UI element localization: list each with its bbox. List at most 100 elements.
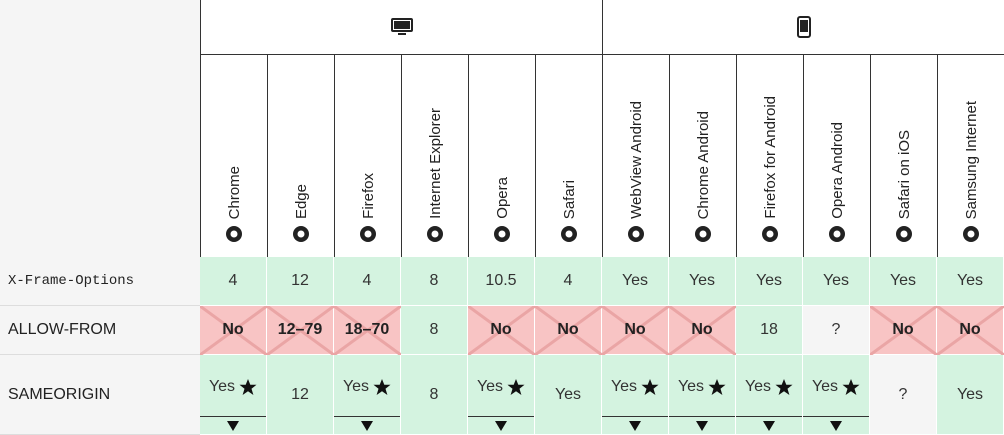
- support-text: No: [222, 321, 244, 338]
- no-cross: [669, 306, 736, 355]
- cell-content: Yes: [823, 272, 849, 290]
- cell-content: 8: [430, 272, 439, 290]
- note-star: [842, 378, 860, 395]
- cell-content: Yes: [812, 378, 860, 396]
- toggle-arrow: [830, 420, 842, 431]
- note-star: [373, 378, 391, 395]
- browser-icon: [561, 226, 577, 242]
- browser-header: Chrome: [200, 55, 267, 257]
- toggle-arrow: [227, 420, 239, 431]
- no-cross: [468, 306, 535, 355]
- expand-toggle[interactable]: [602, 416, 668, 434]
- toggle-arrow: [763, 420, 775, 431]
- browser-icon: [427, 226, 443, 242]
- cell-content: Yes: [678, 378, 726, 396]
- support-cell: Yes: [535, 355, 602, 435]
- support-cell: Yes: [669, 257, 736, 306]
- browser-icon: [628, 226, 644, 242]
- support-cell: Yes: [803, 355, 870, 435]
- support-text: Yes: [476, 377, 504, 395]
- cell-content: Yes: [209, 378, 257, 396]
- support-text: ?: [898, 385, 908, 403]
- support-cell: 4: [200, 257, 267, 306]
- support-text: 8: [429, 272, 439, 289]
- mobile-icon: [796, 16, 811, 38]
- support-cell: No: [870, 306, 937, 355]
- browser-name: Opera: [493, 177, 511, 219]
- browser-icon: [494, 226, 510, 242]
- toggle-arrow: [696, 420, 708, 431]
- browser-name: Chrome: [225, 165, 243, 219]
- cell-content: Yes: [689, 272, 715, 290]
- support-text: 4: [563, 272, 573, 289]
- cell-content: 4: [229, 272, 238, 290]
- cell-content: 12: [291, 386, 309, 404]
- feature-name: SAMEORIGIN: [0, 355, 200, 435]
- no-cross: [870, 306, 937, 355]
- cell-content: 8: [430, 321, 439, 339]
- support-cell: 4: [535, 257, 602, 306]
- support-text: No: [892, 321, 914, 338]
- support-cell: Yes: [334, 355, 401, 435]
- browser-header: Internet Explorer: [401, 55, 468, 257]
- cell-content: No: [624, 321, 645, 339]
- no-cross: [334, 306, 401, 355]
- mobile-group: [602, 0, 1004, 55]
- support-text: No: [624, 321, 646, 338]
- desktop-group: [200, 0, 602, 55]
- browser-icon: [360, 226, 376, 242]
- cell-content: Yes: [957, 386, 983, 404]
- support-cell: No: [468, 306, 535, 355]
- cell-content: Yes: [555, 386, 581, 404]
- browser-header: Chrome Android: [669, 55, 736, 257]
- cell-content: No: [490, 321, 511, 339]
- browser-icon: [963, 226, 979, 242]
- cell-content: ?: [832, 321, 841, 339]
- support-text: 8: [429, 385, 439, 403]
- support-cell: 12: [267, 355, 334, 435]
- expand-toggle[interactable]: [803, 416, 869, 434]
- support-cell: 8: [401, 257, 468, 306]
- cell-content: 10.5: [485, 272, 516, 290]
- cell-content: ?: [899, 386, 908, 404]
- expand-toggle[interactable]: [468, 416, 534, 434]
- support-cell: ?: [803, 306, 870, 355]
- support-cell: 12–79: [267, 306, 334, 355]
- cell-content: Yes: [477, 378, 525, 396]
- cell-content: Yes: [343, 378, 391, 396]
- browser-name: Opera Android: [828, 122, 846, 219]
- support-cell: 4: [334, 257, 401, 306]
- corner: [0, 0, 200, 257]
- support-text: 4: [228, 272, 238, 289]
- support-text: No: [691, 321, 713, 338]
- cell-content: No: [557, 321, 578, 339]
- note-star: [708, 378, 726, 395]
- expand-toggle[interactable]: [736, 416, 802, 434]
- toggle-arrow: [495, 420, 507, 431]
- cell-content: Yes: [745, 378, 793, 396]
- support-text: Yes: [208, 377, 236, 395]
- browser-name: Internet Explorer: [426, 108, 444, 219]
- support-cell: 18: [736, 306, 803, 355]
- expand-toggle[interactable]: [669, 416, 735, 434]
- cell-content: Yes: [622, 272, 648, 290]
- cell-content: No: [959, 321, 980, 339]
- support-cell: Yes: [736, 257, 803, 306]
- support-text: Yes: [677, 377, 705, 395]
- browser-icon: [896, 226, 912, 242]
- toggle-arrow: [629, 420, 641, 431]
- support-text: 4: [362, 272, 372, 289]
- support-cell: No: [937, 306, 1004, 355]
- browser-icon: [762, 226, 778, 242]
- support-text: Yes: [744, 377, 772, 395]
- browser-name: Safari: [560, 179, 578, 219]
- cell-content: Yes: [957, 272, 983, 290]
- browser-header: Opera: [468, 55, 535, 257]
- support-cell: 18–70: [334, 306, 401, 355]
- expand-toggle[interactable]: [200, 416, 266, 434]
- cell-content: No: [691, 321, 712, 339]
- expand-toggle[interactable]: [334, 416, 400, 434]
- browser-header: Firefox for Android: [736, 55, 803, 257]
- cell-content: 8: [430, 386, 439, 404]
